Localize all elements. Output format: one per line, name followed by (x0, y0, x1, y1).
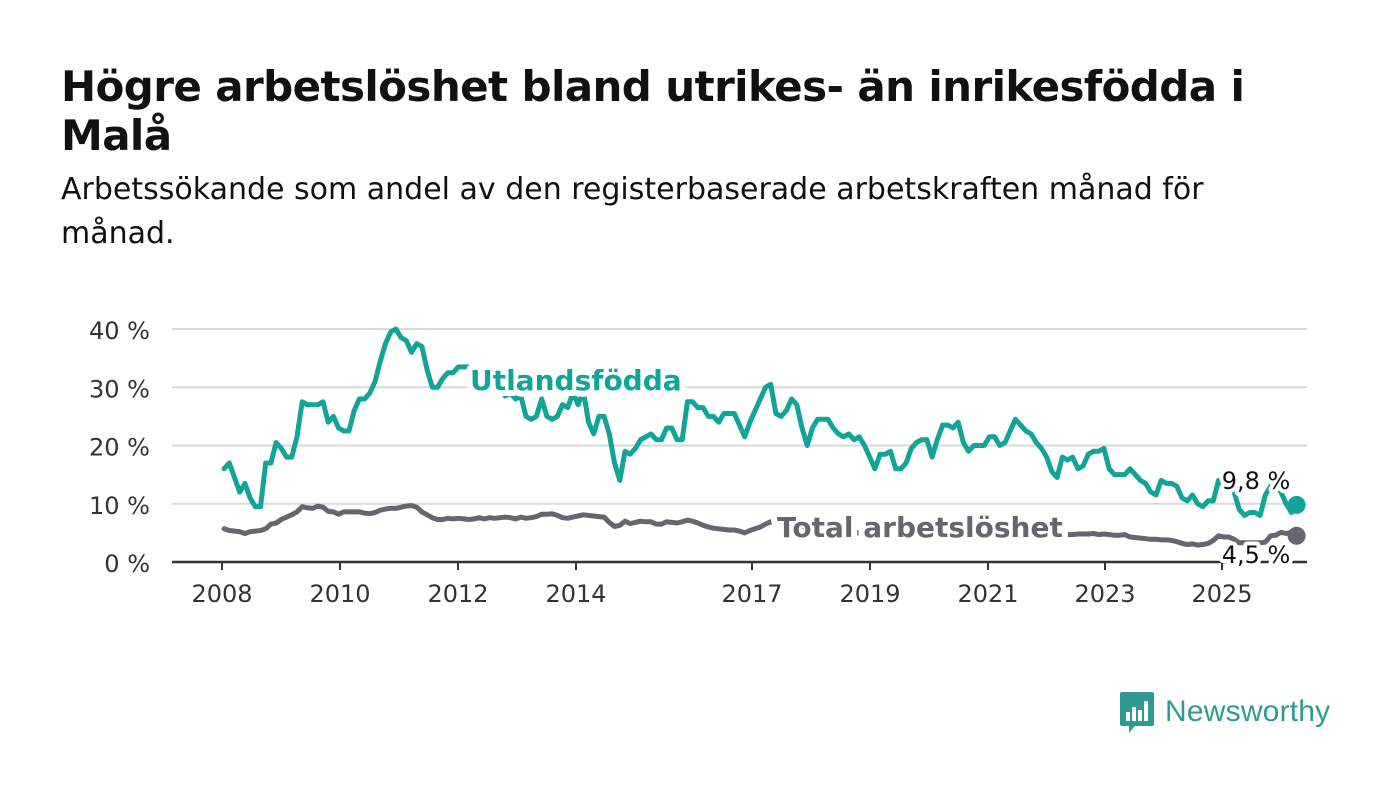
series-label-halo: Total arbetslöshet (777, 511, 1063, 544)
chart-title: Högre arbetslöshet bland utrikes- än inr… (61, 62, 1245, 160)
x-tick-label: 2019 (839, 580, 900, 608)
y-tick-label: 40 % (89, 317, 150, 345)
end-value-halo: 4,5 % (1222, 541, 1291, 569)
series-end-marker (1287, 495, 1306, 514)
y-tick-label: 30 % (89, 375, 150, 403)
x-tick-label: 2014 (545, 580, 606, 608)
x-tick-label: 2021 (957, 580, 1018, 608)
chart-subtitle: Arbetssökande som andel av den registerb… (61, 172, 1204, 251)
bar-chart-speech-bubble-icon (1120, 692, 1154, 733)
end-value-label: 9,8 % (1222, 467, 1291, 495)
end-value-halo: 9,8 % (1222, 467, 1291, 495)
series-line-total (221, 503, 1300, 548)
series-end-marker (1287, 526, 1306, 545)
x-tick-label: 2023 (1074, 580, 1135, 608)
y-tick-label: 0 % (104, 550, 150, 578)
x-tick-label: 2010 (309, 580, 370, 608)
series-label: Total arbetslöshet (777, 511, 1063, 544)
series-label: Utlandsfödda (470, 364, 682, 397)
x-tick-label: 2017 (721, 580, 782, 608)
series-label-halo: Utlandsfödda (470, 364, 682, 397)
end-value-label: 4,5 % (1222, 541, 1291, 569)
y-tick-label: 20 % (89, 434, 150, 462)
x-tick-label: 2008 (191, 580, 252, 608)
grid (172, 328, 1307, 505)
y-tick-label: 10 % (89, 492, 150, 520)
brand-name: Newsworthy (1165, 695, 1331, 728)
x-tick-label: 2012 (427, 580, 488, 608)
series-line-utlandsfodda (221, 326, 1300, 518)
x-tick-label: 2025 (1191, 580, 1252, 608)
series-lines (221, 326, 1306, 548)
brand-logo: Newsworthy (1119, 690, 1330, 734)
axes: 0 % 10 % 20 % 30 % 40 % 2008 2010 2012 2014 2017 2… (89, 317, 1307, 608)
